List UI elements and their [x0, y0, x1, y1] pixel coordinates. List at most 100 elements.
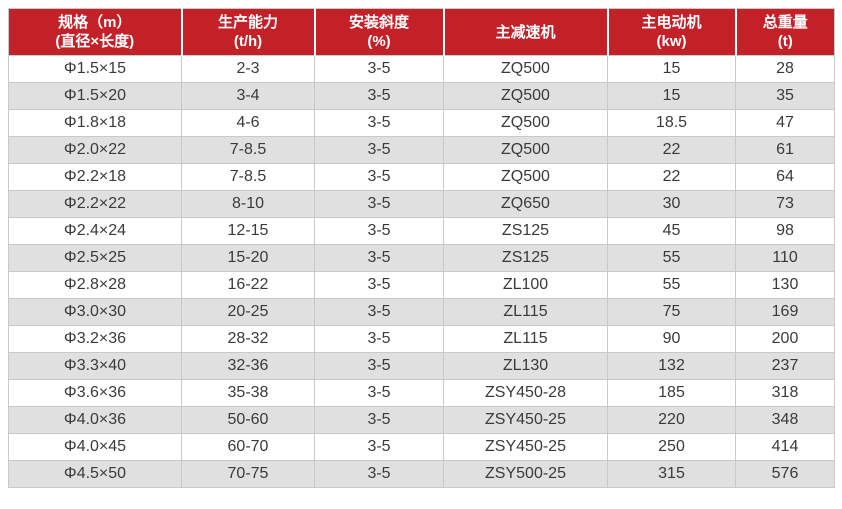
- column-header-label: 生产能力: [217, 14, 278, 31]
- cell-motor: 22: [607, 163, 736, 191]
- cell-motor: 75: [607, 298, 736, 326]
- cell-weight: 35: [735, 82, 835, 110]
- cell-slope: 3-5: [314, 298, 444, 326]
- cell-capacity: 28-32: [181, 325, 315, 353]
- cell-weight: 73: [735, 190, 835, 218]
- cell-reducer: ZSY450-25: [443, 406, 608, 434]
- cell-capacity: 20-25: [181, 298, 315, 326]
- column-header-slope: 安装斜度 (%): [313, 8, 444, 56]
- cell-slope: 3-5: [314, 82, 444, 110]
- cell-weight: 414: [735, 433, 835, 461]
- cell-weight: 348: [735, 406, 835, 434]
- cell-weight: 576: [735, 460, 835, 488]
- column-header-label: 安装斜度: [348, 14, 409, 31]
- cell-reducer: ZSY500-25: [443, 460, 608, 488]
- table-row: Φ3.0×30 20-25 3-5 ZL115 75 169: [8, 298, 835, 326]
- column-header-unit: (直径×长度): [55, 33, 135, 50]
- cell-capacity: 4-6: [181, 109, 315, 137]
- cell-spec: Φ2.8×28: [8, 271, 182, 299]
- cell-spec: Φ2.4×24: [8, 217, 182, 245]
- cell-capacity: 50-60: [181, 406, 315, 434]
- cell-motor: 15: [607, 82, 736, 110]
- column-header-unit: (t/h): [233, 33, 263, 50]
- cell-motor: 90: [607, 325, 736, 353]
- column-header-unit: (%): [367, 33, 391, 50]
- cell-weight: 110: [735, 244, 835, 272]
- table-row: Φ3.3×40 32-36 3-5 ZL130 132 237: [8, 352, 835, 380]
- cell-motor: 55: [607, 244, 736, 272]
- table-body: Φ1.5×15 2-3 3-5 ZQ500 15 28 Φ1.5×20 3-4 3-5 ZQ500…: [8, 55, 835, 488]
- cell-capacity: 70-75: [181, 460, 315, 488]
- cell-motor: 132: [607, 352, 736, 380]
- table-row: Φ1.5×15 2-3 3-5 ZQ500 15 28: [8, 55, 835, 83]
- cell-weight: 47: [735, 109, 835, 137]
- cell-spec: Φ3.3×40: [8, 352, 182, 380]
- cell-slope: 3-5: [314, 379, 444, 407]
- table-row: Φ4.5×50 70-75 3-5 ZSY500-25 315 576: [8, 460, 835, 488]
- cell-slope: 3-5: [314, 406, 444, 434]
- column-header-unit: (kw): [656, 33, 687, 50]
- cell-weight: 169: [735, 298, 835, 326]
- cell-weight: 200: [735, 325, 835, 353]
- cell-reducer: ZQ500: [443, 136, 608, 164]
- cell-reducer: ZL115: [443, 325, 608, 353]
- cell-capacity: 35-38: [181, 379, 315, 407]
- table-row: Φ4.0×45 60-70 3-5 ZSY450-25 250 414: [8, 433, 835, 461]
- cell-spec: Φ1.5×15: [8, 55, 182, 83]
- cell-reducer: ZQ650: [443, 190, 608, 218]
- specification-table: 规格（m） (直径×长度) 生产能力 (t/h) 安装斜度 (%) 主减速机 主电动机 (kw)…: [8, 8, 835, 488]
- cell-slope: 3-5: [314, 217, 444, 245]
- column-header-motor: 主电动机 (kw): [606, 8, 736, 56]
- table-row: Φ2.4×24 12-15 3-5 ZS125 45 98: [8, 217, 835, 245]
- cell-reducer: ZSY450-28: [443, 379, 608, 407]
- cell-motor: 250: [607, 433, 736, 461]
- column-header-reducer: 主减速机: [442, 8, 608, 56]
- cell-slope: 3-5: [314, 55, 444, 83]
- table-row: Φ2.2×18 7-8.5 3-5 ZQ500 22 64: [8, 163, 835, 191]
- table-row: Φ3.2×36 28-32 3-5 ZL115 90 200: [8, 325, 835, 353]
- column-header-capacity: 生产能力 (t/h): [180, 8, 315, 56]
- cell-spec: Φ3.2×36: [8, 325, 182, 353]
- cell-slope: 3-5: [314, 271, 444, 299]
- cell-slope: 3-5: [314, 433, 444, 461]
- cell-capacity: 7-8.5: [181, 136, 315, 164]
- cell-spec: Φ2.2×18: [8, 163, 182, 191]
- cell-capacity: 12-15: [181, 217, 315, 245]
- cell-capacity: 60-70: [181, 433, 315, 461]
- cell-capacity: 32-36: [181, 352, 315, 380]
- cell-slope: 3-5: [314, 244, 444, 272]
- cell-reducer: ZQ500: [443, 82, 608, 110]
- table-row: Φ2.5×25 15-20 3-5 ZS125 55 110: [8, 244, 835, 272]
- cell-spec: Φ1.5×20: [8, 82, 182, 110]
- cell-spec: Φ2.5×25: [8, 244, 182, 272]
- cell-motor: 315: [607, 460, 736, 488]
- cell-motor: 45: [607, 217, 736, 245]
- column-header-label: 总重量: [762, 14, 808, 31]
- cell-slope: 3-5: [314, 460, 444, 488]
- cell-slope: 3-5: [314, 136, 444, 164]
- cell-reducer: ZQ500: [443, 163, 608, 191]
- cell-motor: 220: [607, 406, 736, 434]
- cell-reducer: ZSY450-25: [443, 433, 608, 461]
- cell-slope: 3-5: [314, 352, 444, 380]
- cell-reducer: ZQ500: [443, 55, 608, 83]
- cell-reducer: ZL100: [443, 271, 608, 299]
- cell-slope: 3-5: [314, 190, 444, 218]
- column-header-label: 主电动机: [641, 14, 702, 31]
- table-row: Φ1.5×20 3-4 3-5 ZQ500 15 35: [8, 82, 835, 110]
- table-row: Φ3.6×36 35-38 3-5 ZSY450-28 185 318: [8, 379, 835, 407]
- cell-motor: 18.5: [607, 109, 736, 137]
- cell-capacity: 7-8.5: [181, 163, 315, 191]
- table-row: Φ2.8×28 16-22 3-5 ZL100 55 130: [8, 271, 835, 299]
- cell-capacity: 8-10: [181, 190, 315, 218]
- cell-spec: Φ2.0×22: [8, 136, 182, 164]
- table-row: Φ2.0×22 7-8.5 3-5 ZQ500 22 61: [8, 136, 835, 164]
- cell-motor: 15: [607, 55, 736, 83]
- cell-spec: Φ4.0×45: [8, 433, 182, 461]
- column-header-label: 主减速机: [495, 23, 556, 41]
- cell-capacity: 16-22: [181, 271, 315, 299]
- cell-weight: 130: [735, 271, 835, 299]
- page: 规格（m） (直径×长度) 生产能力 (t/h) 安装斜度 (%) 主减速机 主电动机 (kw)…: [8, 8, 835, 488]
- cell-motor: 30: [607, 190, 736, 218]
- cell-weight: 98: [735, 217, 835, 245]
